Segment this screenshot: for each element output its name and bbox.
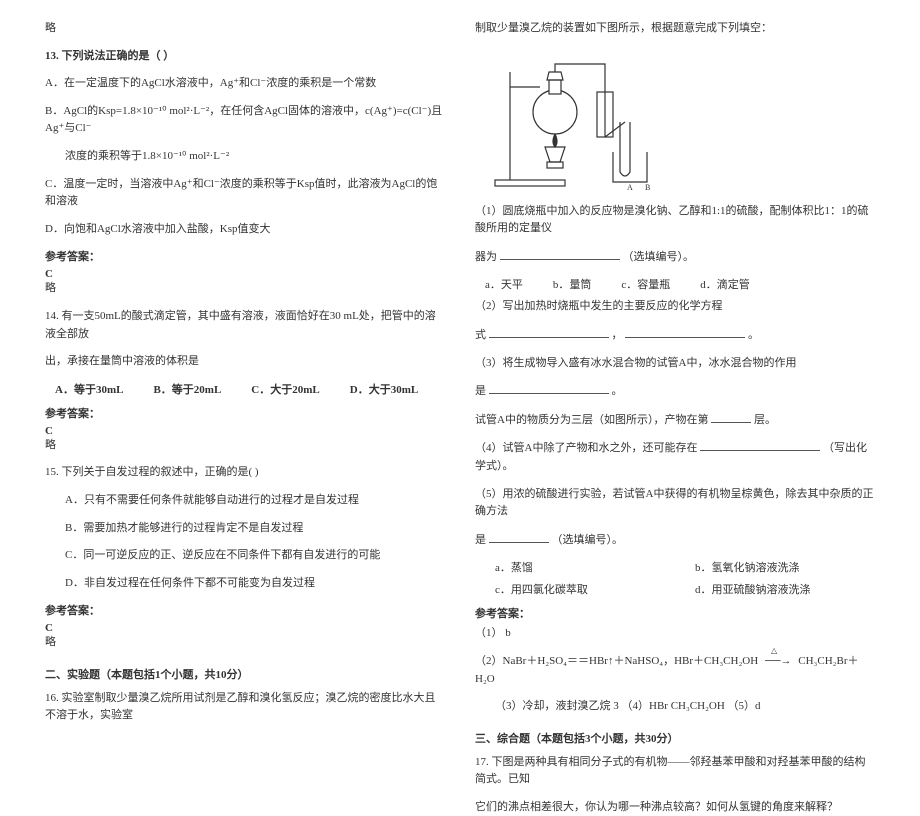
q13-B1: B．AgCl的Ksp=1.8×10⁻¹⁰ mol²·L⁻²，在任何含AgCl固体… [45,103,445,138]
blank [700,439,820,451]
answer-note: 略 [45,437,445,455]
p4b: 层。 [754,414,776,426]
p6c: （选填编号）。 [552,534,624,546]
left-column: 略 13. 下列说法正确的是（ ） A．在一定温度下的AgCl水溶液中，Ag⁺和… [30,20,460,631]
q14-D: D．大于30mL [350,381,418,397]
q14-options: A．等于30mL B．等于20mL C．大于20mL D．大于30mL [55,381,445,397]
p6b: 是 [475,534,486,546]
opt5-c: c．用四氯化碳萃取 [495,581,675,597]
q13-D: D．向饱和AgCl水溶液中加入盐酸，Ksp值变大 [45,221,445,239]
p2c: 。 [748,329,759,341]
blank [489,382,609,394]
answer-value: C [45,425,445,437]
opt5-b: b．氢氧化钠溶液洗涤 [695,559,875,575]
answer-note: 略 [45,634,445,652]
opts5: a．蒸馏 b．氢氧化钠溶液洗涤 c．用四氯化碳萃取 d．用亚硫酸钠溶液洗涤 [495,559,875,597]
q17b: 它们的沸点相差很大，你认为哪一种沸点较高？如何从氢键的角度来解释？ [475,799,875,816]
answer-note: 略 [45,280,445,298]
q13-C: C．温度一定时，当溶液中Ag⁺和Cl⁻浓度的乘积等于Ksp值时，此溶液为AgCl… [45,176,445,211]
p1c: （选填编号）。 [623,251,695,263]
ans2: （2）NaBr＋H₂SO₄＝＝HBr↑＋NaHSO₄，HBr＋CH₃CH₂OH [475,655,758,667]
p1-row: 器为 （选填编号）。 [475,248,875,267]
section2-title: 二、实验题（本题包括1个小题，共10分） [45,666,445,682]
opt5-a: a．蒸馏 [495,559,675,575]
blank [625,326,745,338]
blank [500,248,620,260]
opt-d: d．滴定管 [700,276,750,292]
q15-C: C．同一可逆反应的正、逆反应在不同条件下都有自发进行的可能 [45,547,445,565]
p2a: （2）写出加热时烧瓶中发生的主要反应的化学方程 [475,298,875,316]
q13-B2: 浓度的乘积等于1.8×10⁻¹⁰ mol²·L⁻² [45,148,445,166]
intro: 制取少量溴乙烷的装置如下图所示，根据题意完成下列填空： [475,20,875,38]
p3b: 是 [475,385,486,397]
q17a: 17. 下图是两种具有相同分子式的有机物——邻羟基苯甲酸和对羟基苯甲酸的结构简式… [475,754,875,789]
arrow-icon: △ ──→ [761,653,796,671]
p3c: 。 [612,385,623,397]
opts1: a．天平 b．量筒 c．容量瓶 d．滴定管 [485,276,875,292]
answer-value: C [45,268,445,280]
blank [711,411,751,423]
p1a: （1）圆底烧瓶中加入的反应物是溴化钠、乙醇和1:1的硫酸，配制体积比1：1的硫酸… [475,203,875,238]
text: 略 [45,20,445,38]
q15-D: D．非自发过程在任何条件下都不可能变为自发过程 [45,575,445,593]
p5-row: （4）试管A中除了产物和水之外，还可能存在 （写出化学式）。 [475,439,875,475]
p6a: （5）用浓的硫酸进行实验，若试管A中获得的有机物呈棕黄色，除去其中杂质的正确方法 [475,486,875,521]
p5a: （4）试管A中除了产物和水之外，还可能存在 [475,442,697,454]
q14-stem2: 出，承接在量筒中溶液的体积是 [45,353,445,371]
answer-label: 参考答案： [45,405,445,421]
q16-stem: 16. 实验室制取少量溴乙烷所用试剂是乙醇和溴化氢反应；溴乙烷的密度比水大且不溶… [45,690,445,725]
q13-A: A．在一定温度下的AgCl水溶液中，Ag⁺和Cl⁻浓度的乘积是一个常数 [45,75,445,93]
p2b: 式 [475,329,486,341]
opt-c: c．容量瓶 [621,276,670,292]
answer-label: 参考答案： [475,605,875,621]
q13-stem: 13. 下列说法正确的是（ ） [45,48,445,66]
svg-text:A: A [627,183,633,192]
q15-stem: 15. 下列关于自发过程的叙述中，正确的是( ) [45,464,445,482]
apparatus-diagram: A B [485,52,685,192]
q14-C: C．大于20mL [251,381,319,397]
answer-label: 参考答案： [45,248,445,264]
ans2-row: （2）NaBr＋H₂SO₄＝＝HBr↑＋NaHSO₄，HBr＋CH₃CH₂OH … [475,653,875,688]
blank [489,326,609,338]
p2-row: 式 ， 。 [475,326,875,345]
p6-row: 是 （选填编号）。 [475,531,875,550]
opt5-d: d．用亚硫酸钠溶液洗涤 [695,581,875,597]
svg-text:B: B [645,183,650,192]
q14-B: B．等于20mL [153,381,221,397]
q14-A: A．等于30mL [55,381,123,397]
ans3: （3）冷却，液封溴乙烷 3 （4）HBr CH₃CH₂OH （5）d [475,698,875,716]
p3a: （3）将生成物导入盛有冰水混合物的试管A中，冰水混合物的作用 [475,355,875,373]
right-column: 制取少量溴乙烷的装置如下图所示，根据题意完成下列填空： [460,20,890,631]
q14-stem1: 14. 有一支50mL的酸式滴定管，其中盛有溶液，液面恰好在30 mL处，把管中… [45,308,445,343]
opt-b: b．量筒 [553,276,592,292]
answer-value: C [45,622,445,634]
opt-a: a．天平 [485,276,523,292]
answer-label: 参考答案： [45,602,445,618]
p3-row: 是 。 [475,382,875,401]
q15-A: A．只有不需要任何条件就能够自动进行的过程才是自发过程 [45,492,445,510]
p4-row: 试管A中的物质分为三层（如图所示），产物在第 层。 [475,411,875,430]
blank [489,531,549,543]
p1b: 器为 [475,251,497,263]
section3-title: 三、综合题（本题包括3个小题，共30分） [475,730,875,746]
q15-B: B．需要加热才能够进行的过程肯定不是自发过程 [45,520,445,538]
p4a: 试管A中的物质分为三层（如图所示），产物在第 [475,414,708,426]
ans1: （1） b [475,625,875,643]
